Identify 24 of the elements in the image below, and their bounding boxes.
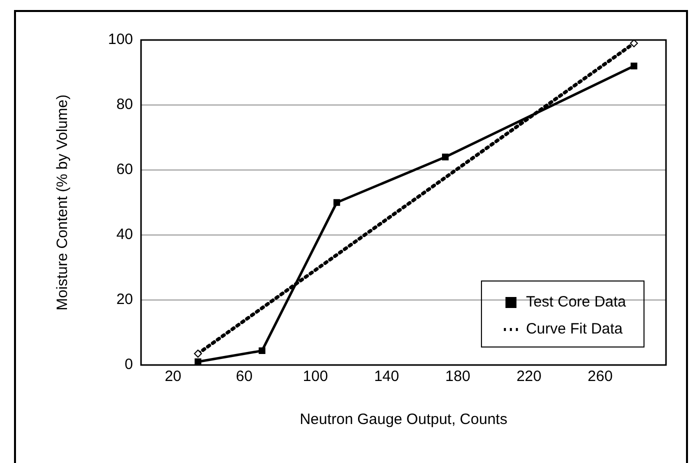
x-tick-label: 60 bbox=[236, 368, 253, 386]
point bbox=[630, 62, 638, 70]
y-tick-label: 20 bbox=[116, 291, 134, 308]
point bbox=[442, 154, 449, 160]
point bbox=[194, 358, 202, 365]
y-tick-label: 60 bbox=[116, 161, 134, 178]
x-tick-label: 140 bbox=[374, 368, 400, 386]
legend-label: Curve Fit Data bbox=[526, 320, 624, 338]
y-tick-label: 80 bbox=[116, 96, 134, 114]
y-axis-title: Moisture Content (% by Volume) bbox=[54, 94, 72, 310]
point bbox=[258, 347, 266, 354]
x-tick-label: 20 bbox=[164, 368, 182, 386]
y-tick-label: 100 bbox=[108, 31, 134, 48]
y-tick-label: 40 bbox=[116, 226, 134, 244]
y-tick-label: 0 bbox=[124, 356, 134, 374]
legend-label: Test Core Data bbox=[526, 294, 627, 311]
point bbox=[194, 350, 202, 358]
point bbox=[333, 199, 340, 206]
x-tick-label: 100 bbox=[302, 368, 328, 386]
x-tick-label: 180 bbox=[445, 368, 470, 386]
point bbox=[630, 40, 638, 48]
x-tick-label: 260 bbox=[588, 368, 613, 386]
x-axis-title: Neutron Gauge Output, Counts bbox=[300, 411, 508, 428]
x-tick-label: 220 bbox=[516, 368, 542, 386]
